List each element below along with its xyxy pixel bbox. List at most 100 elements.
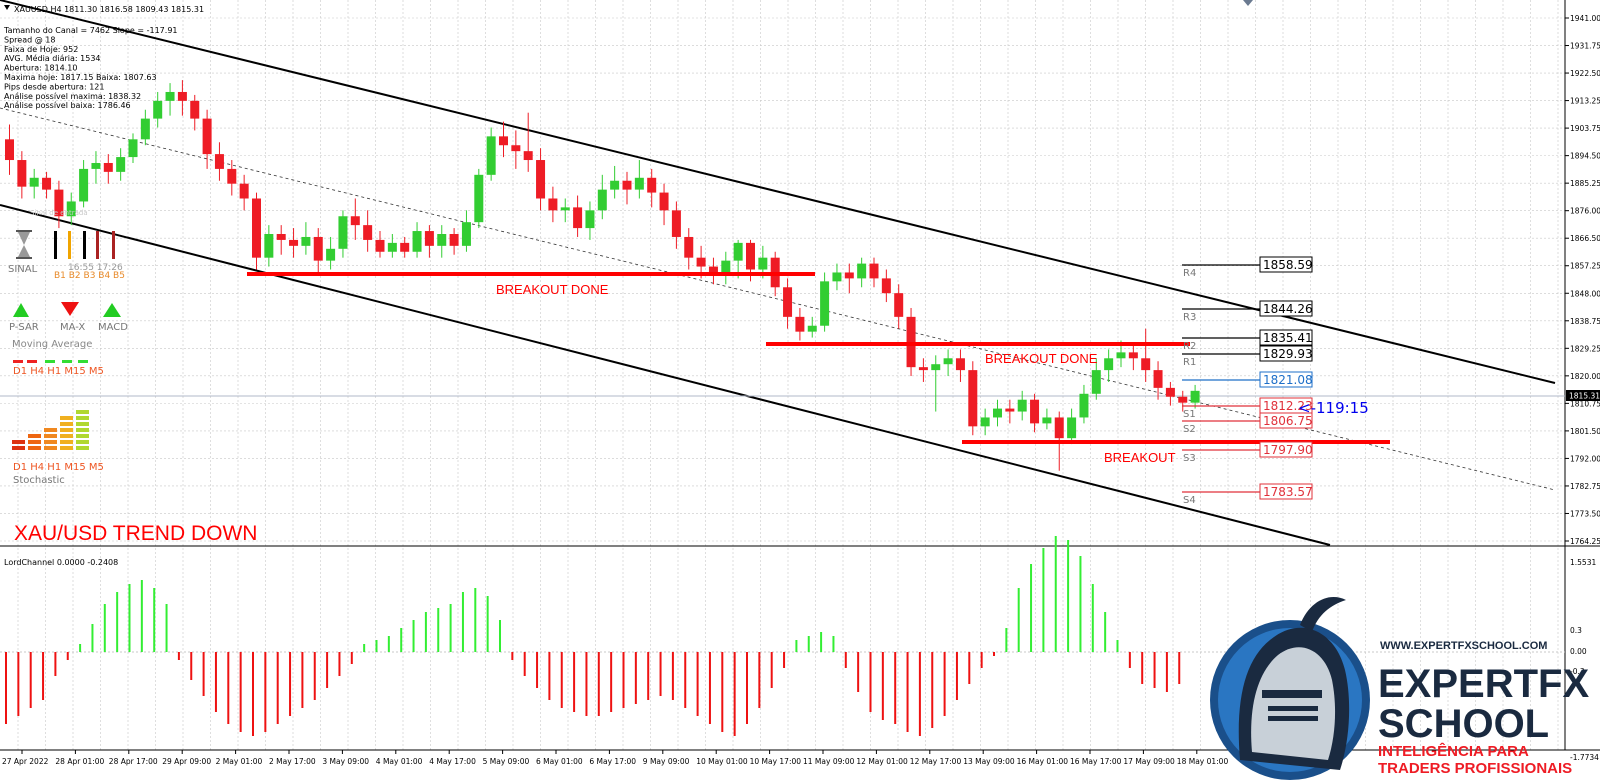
bear-candle — [671, 210, 681, 237]
price-axis-label: 1782.75 — [1570, 482, 1600, 491]
price-axis-label: 1848.00 — [1570, 289, 1600, 298]
hourglass-icon — [16, 230, 32, 259]
stoch-segment — [12, 440, 25, 444]
stoch-segment — [60, 434, 73, 438]
indicator-histogram — [5, 536, 1181, 736]
time-axis-label: 10 May 17:00 — [750, 757, 802, 766]
channel-upper-line[interactable] — [0, 0, 1556, 384]
pivot-name: R1 — [1183, 357, 1196, 368]
bull-candle — [66, 201, 76, 217]
stoch-segment — [12, 446, 25, 450]
bear-candle — [844, 272, 854, 279]
bull-candle — [29, 177, 39, 187]
bull-candle — [1104, 358, 1114, 371]
indicator-axis-label: -1.7734 — [1570, 753, 1599, 762]
bull-candle — [820, 281, 830, 326]
pivot-value: 1812.23 — [1263, 399, 1313, 413]
bear-candle — [684, 236, 694, 258]
bull-candle — [560, 207, 570, 211]
bear-candle — [289, 239, 299, 246]
price-axis-label: 1885.25 — [1570, 179, 1600, 188]
price-axis-label: 1876.00 — [1570, 207, 1600, 216]
stoch-segment — [60, 440, 73, 444]
price-axis-label: 1913.25 — [1570, 97, 1600, 106]
signal-bar-4 — [96, 231, 99, 259]
chart-menu-icon[interactable] — [4, 5, 10, 10]
pivot-value-box — [1259, 329, 1313, 346]
bear-candle — [894, 293, 904, 317]
bear-candle — [449, 234, 459, 246]
bear-candle — [1153, 370, 1163, 388]
stoch-segment — [60, 416, 73, 420]
bull-candle — [153, 100, 163, 119]
bear-candle — [659, 192, 669, 211]
bear-candle — [647, 177, 657, 193]
price-axis-label: 1829.25 — [1570, 344, 1600, 353]
bull-candle — [1079, 393, 1089, 418]
price-axis-label: 1773.50 — [1570, 509, 1600, 518]
bull-candle — [1190, 390, 1200, 403]
pivot-value-box — [1259, 300, 1313, 317]
bull-candle — [116, 157, 126, 172]
price-axis-label: 1866.50 — [1570, 234, 1600, 243]
stoch-segment — [60, 446, 73, 450]
pivot-value-box — [1259, 441, 1313, 458]
bear-candle — [214, 154, 224, 169]
bull-candle — [758, 257, 768, 270]
bear-candle — [227, 168, 237, 184]
bear-candle — [363, 225, 373, 240]
bear-candle — [190, 100, 200, 119]
time-axis-label: 4 May 01:00 — [376, 757, 423, 766]
sinal-values: 16:55 17:26 — [68, 263, 123, 273]
stoch-segment — [76, 416, 89, 420]
bear-candle — [696, 257, 706, 267]
bear-candle — [375, 239, 385, 252]
stoch-segment — [44, 446, 57, 450]
stoch-segment — [44, 434, 57, 438]
signal-bar-3 — [83, 231, 86, 259]
indicator-axis-label: 1.5531 — [1570, 558, 1596, 567]
pivot-value: 1797.90 — [1263, 443, 1313, 457]
info-line: Análise possível baixa: 1786.46 — [4, 101, 131, 110]
bear-candle — [1165, 387, 1175, 397]
bear-candle — [511, 145, 521, 152]
time-axis-label: 5 May 09:00 — [483, 757, 530, 766]
stoch-segment — [28, 440, 41, 444]
bear-candle — [424, 231, 434, 246]
bear-candle — [573, 207, 583, 229]
bear-candle — [350, 216, 360, 226]
bear-candle — [708, 266, 718, 273]
bull-candle — [264, 234, 274, 258]
bear-candle — [795, 316, 805, 332]
info-line: AVG. Média diária: 1534 — [4, 53, 101, 63]
max-label: MA-X — [60, 322, 85, 333]
ma-timeframes: D1 H4 H1 M15 M5 — [13, 366, 104, 377]
macd-label: MACD — [98, 322, 128, 333]
bull-candle — [1067, 417, 1077, 439]
bull-candle — [733, 242, 743, 261]
stoch-timeframes: D1 H4 H1 M15 M5 — [13, 462, 104, 473]
bull-candle — [128, 139, 138, 158]
panel-watermark: Sinal de entrada — [30, 209, 88, 217]
bull-candle — [437, 234, 447, 246]
signal-bar-5 — [112, 231, 115, 259]
shift-marker-icon[interactable] — [1243, 0, 1253, 6]
price-axis[interactable]: 1941.00 1931.75 1922.50 1913.25 1903.75 1894.… — [1565, 14, 1600, 546]
time-axis[interactable]: 27 Apr 2022 28 Apr 01:00 28 Apr 17:00 29 Ap… — [2, 750, 1228, 766]
bear-candle — [918, 367, 928, 371]
bull-candle — [980, 417, 990, 427]
bull-candle — [165, 91, 175, 101]
info-line: Abertura: 1814.10 — [4, 64, 77, 73]
time-axis-label: 10 May 01:00 — [696, 757, 748, 766]
channel-lower-line[interactable] — [0, 204, 1331, 546]
bear-candle — [536, 160, 546, 199]
bear-candle — [177, 91, 187, 101]
stoch-segment — [76, 428, 89, 432]
pivot-value: 1829.93 — [1263, 347, 1313, 361]
bear-candle — [1054, 417, 1064, 439]
bull-candle — [79, 168, 89, 202]
time-axis-label: 11 May 09:00 — [803, 757, 855, 766]
bear-candle — [313, 236, 323, 261]
price-axis-label: 1764.25 — [1570, 537, 1600, 546]
